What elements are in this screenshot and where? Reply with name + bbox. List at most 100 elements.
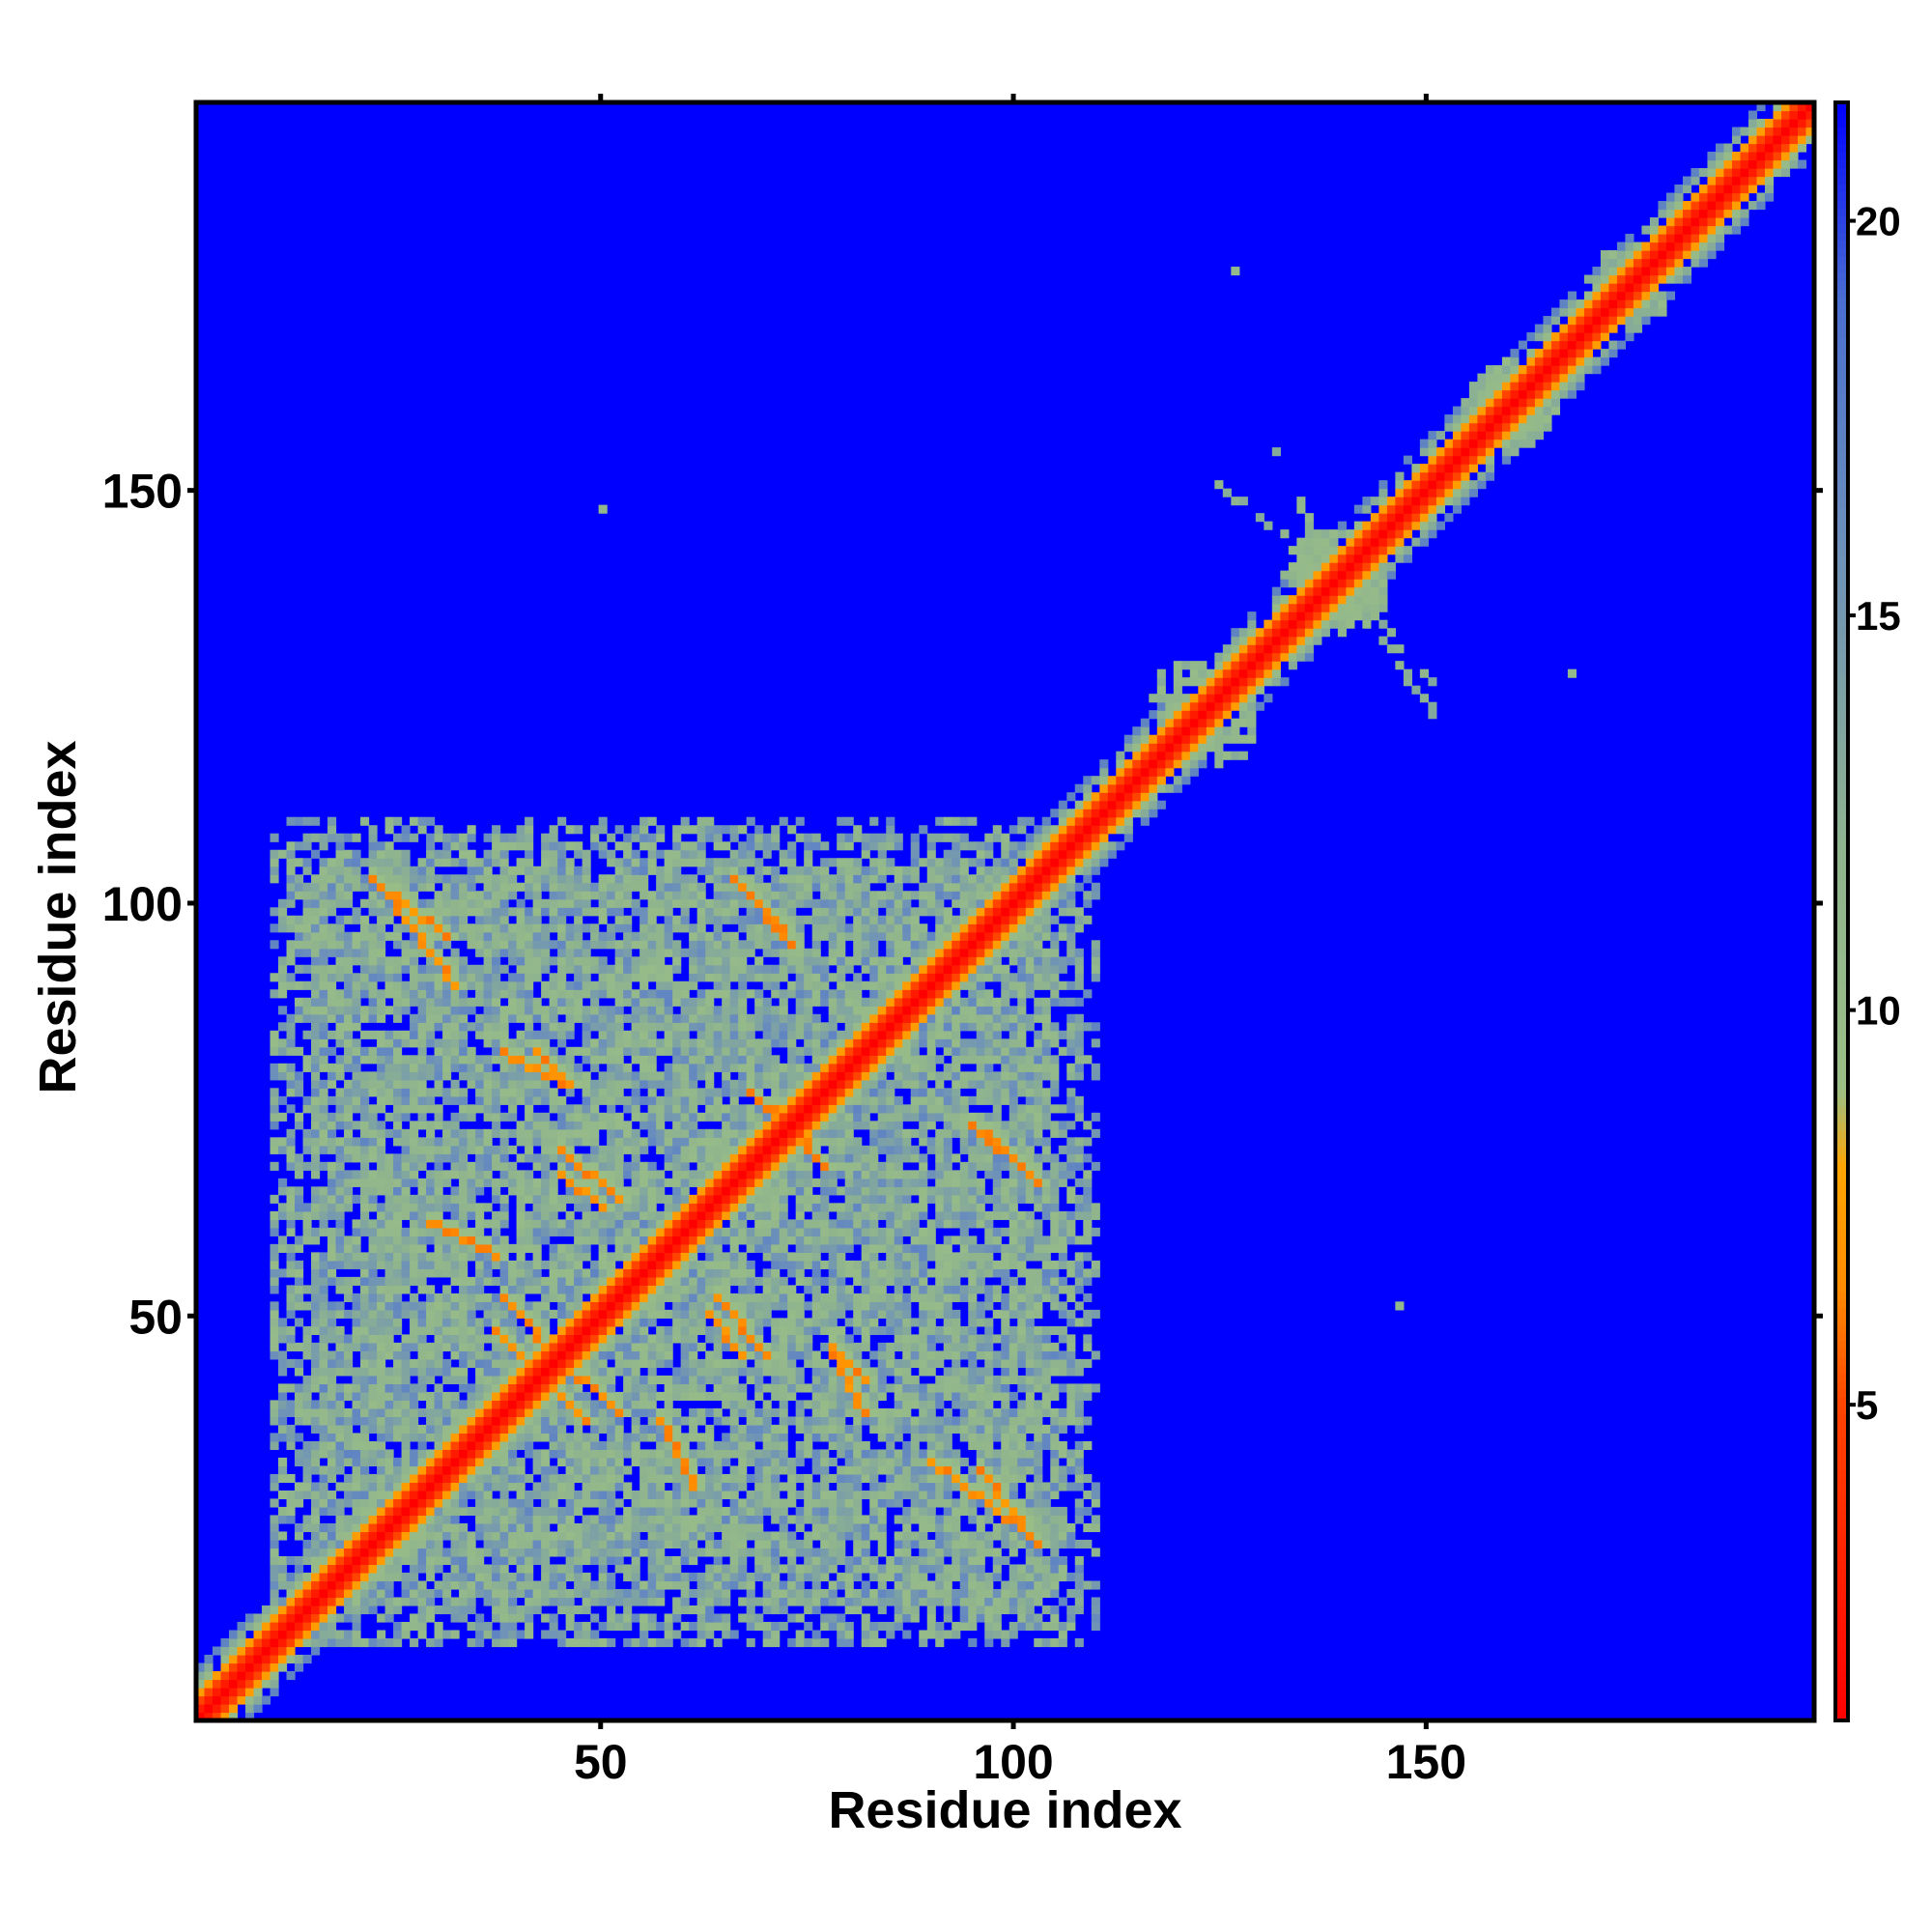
heatmap-cell: [1025, 1178, 1035, 1187]
heatmap-cell: [344, 1572, 354, 1582]
heatmap-cell: [516, 1457, 526, 1467]
heatmap-cell: [968, 1383, 978, 1393]
heatmap-cell: [968, 1473, 978, 1484]
heatmap-cell: [952, 1564, 961, 1574]
heatmap-cell: [664, 1227, 673, 1236]
heatmap-cell: [574, 1186, 583, 1196]
heatmap-cell: [368, 1358, 378, 1368]
heatmap-cell: [722, 1630, 731, 1639]
heatmap-cell: [894, 1178, 903, 1187]
heatmap-cell: [245, 1654, 255, 1664]
heatmap-cell: [295, 1597, 304, 1606]
heatmap-cell: [442, 1375, 452, 1384]
heatmap-cell: [384, 1186, 394, 1196]
heatmap-cell: [820, 1358, 830, 1368]
heatmap-cell: [565, 1407, 575, 1417]
heatmap-cell: [754, 1194, 764, 1204]
heatmap-cell: [213, 1646, 222, 1656]
heatmap-cell: [1074, 1597, 1084, 1606]
heatmap-cell: [656, 1621, 666, 1632]
heatmap-cell: [952, 1457, 961, 1467]
heatmap-cell: [631, 1276, 640, 1286]
heatmap-cell: [738, 1170, 748, 1179]
heatmap-cell: [664, 1285, 673, 1294]
heatmap-cell: [837, 1407, 846, 1417]
heatmap-cell: [410, 1539, 419, 1549]
heatmap-cell: [377, 1186, 386, 1196]
heatmap-cell: [976, 1531, 985, 1541]
heatmap-cell: [532, 1457, 542, 1467]
heatmap-cell: [647, 1416, 657, 1426]
heatmap-cell: [1009, 1342, 1018, 1351]
heatmap-cell: [335, 1170, 345, 1179]
heatmap-cell: [410, 1482, 419, 1492]
heatmap-cell: [393, 1473, 403, 1484]
heatmap-cell: [705, 1293, 715, 1302]
heatmap-cell: [902, 1350, 912, 1360]
heatmap-cell: [525, 1564, 534, 1574]
heatmap-cell: [935, 1440, 945, 1451]
heatmap-cell: [532, 1400, 542, 1409]
heatmap-cell: [811, 1219, 821, 1229]
heatmap-cell: [483, 1580, 493, 1590]
heatmap-cell: [335, 1531, 345, 1541]
heatmap-cell: [508, 1605, 518, 1615]
heatmap-cell: [541, 1564, 551, 1574]
heatmap-cell: [278, 1613, 288, 1623]
heatmap-cell: [426, 1293, 436, 1302]
heatmap-cell: [614, 1407, 624, 1417]
heatmap-cell: [1025, 1465, 1035, 1475]
heatmap-cell: [828, 1350, 838, 1360]
heatmap-cell: [1058, 1637, 1067, 1648]
heatmap-cell: [499, 1613, 509, 1623]
heatmap-cell: [459, 1260, 469, 1269]
heatmap-cell: [483, 1515, 493, 1524]
heatmap-cell: [943, 1210, 952, 1220]
heatmap-cell: [935, 1597, 945, 1606]
heatmap-cell: [804, 1637, 813, 1648]
heatmap-cell: [327, 1203, 337, 1212]
heatmap-cell: [1041, 1334, 1051, 1344]
heatmap-cell: [1001, 1293, 1010, 1302]
heatmap-cell: [828, 1539, 838, 1549]
heatmap-cell: [837, 1482, 846, 1492]
heatmap-cell: [869, 1449, 879, 1459]
heatmap-cell: [910, 1564, 920, 1574]
heatmap-cell: [935, 1219, 945, 1229]
heatmap-cell: [574, 1531, 583, 1541]
heatmap-cell: [664, 1630, 673, 1639]
heatmap-cell: [722, 1548, 731, 1557]
heatmap-cell: [1017, 1301, 1027, 1311]
heatmap-cell: [401, 1236, 411, 1245]
heatmap-cell: [976, 1588, 985, 1599]
heatmap-cell: [598, 1580, 608, 1590]
heatmap-cell: [746, 1490, 755, 1500]
heatmap-cell: [926, 1227, 936, 1236]
heatmap-cell: [877, 1383, 887, 1393]
heatmap-cell: [434, 1178, 443, 1187]
heatmap-cell: [877, 1564, 887, 1574]
heatmap-cell: [771, 1293, 781, 1302]
heatmap-cell: [270, 1210, 279, 1220]
heatmap-cell: [360, 1350, 370, 1360]
heatmap-cell: [377, 1522, 386, 1533]
heatmap-cell: [360, 1194, 370, 1204]
heatmap-cell: [450, 1465, 460, 1475]
heatmap-cell: [286, 1588, 296, 1599]
heatmap-cell: [565, 1285, 575, 1294]
heatmap-cell: [557, 1243, 567, 1253]
heatmap-cell: [598, 1391, 608, 1401]
heatmap-cell: [311, 1407, 321, 1417]
heatmap-cell: [656, 1227, 666, 1236]
heatmap-cell: [664, 1490, 673, 1500]
heatmap-cell: [360, 1252, 370, 1262]
heatmap-cell: [672, 1318, 682, 1327]
heatmap-cell: [738, 1564, 748, 1574]
heatmap-cell: [475, 1482, 485, 1492]
heatmap-cell: [582, 1416, 591, 1426]
heatmap-cell: [861, 1367, 870, 1377]
heatmap-cell: [992, 1548, 1002, 1557]
heatmap-cell: [286, 1219, 296, 1229]
heatmap-cell: [877, 1605, 887, 1615]
heatmap-cell: [450, 1325, 460, 1335]
